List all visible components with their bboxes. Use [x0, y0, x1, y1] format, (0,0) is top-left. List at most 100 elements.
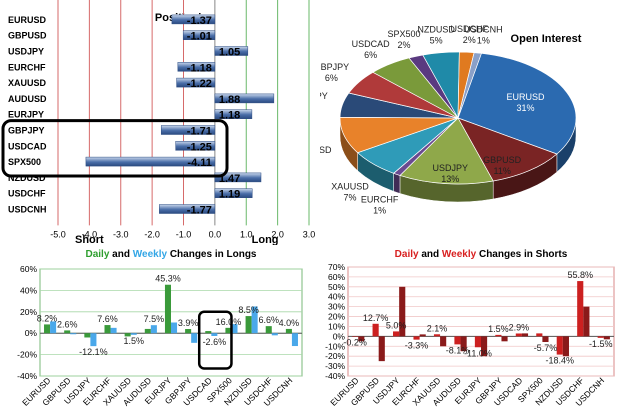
- bar-eurusd: [171, 14, 216, 25]
- y-tick-label: 20%: [20, 307, 37, 317]
- bar-weekly-usdchf: [271, 333, 278, 336]
- pie-label-name-nzdusd: NZDUSD: [417, 24, 455, 34]
- value-label-eurchf: -1.18: [187, 62, 212, 74]
- y-tick-label: 0%: [25, 328, 38, 338]
- y-tick-label: 10%: [328, 321, 345, 331]
- category-label-eurjpy: EURJPY: [8, 110, 44, 120]
- bar-daily-usdcad: [515, 333, 522, 337]
- pie-label-pct-usdcad: 6%: [364, 50, 377, 60]
- bar-usdchf: [214, 188, 253, 198]
- pie-label-name-usdcnh: USDCNH: [464, 25, 503, 35]
- data-label-eurjpy: 45.3%: [155, 274, 181, 284]
- bar-weekly-usdcad: [521, 333, 529, 337]
- category-label-usdcad: USDCAD: [8, 141, 47, 151]
- pie-label-name-gbpjpy: GBPJPY: [320, 62, 349, 72]
- value-label-gbpusd: -1.01: [187, 31, 212, 43]
- data-label-eurusd: -0.2%: [343, 338, 367, 348]
- data-label-usdcad: 2.9%: [509, 322, 530, 332]
- bar-weekly-gbpjpy: [501, 336, 508, 342]
- bar-daily-xauusd: [124, 333, 131, 337]
- bar-eurjpy: [214, 109, 253, 119]
- bar-daily-eurusd: [44, 324, 51, 334]
- x-tick-label: 3.0: [303, 229, 316, 239]
- pie-label-name-usdjpy: USDJPY: [433, 163, 469, 173]
- category-label-usdcnh: USDCNH: [8, 205, 47, 215]
- y-tick-label: 60%: [20, 264, 37, 274]
- bar-daily-eurchf: [413, 336, 420, 340]
- bar-daily-audusd: [144, 328, 151, 334]
- bar-daily-xauusd: [433, 334, 441, 337]
- data-label-usdcad: -2.6%: [203, 337, 227, 347]
- value-label-eurjpy: 1.18: [219, 110, 240, 122]
- bar-daily-usdcad: [205, 331, 212, 334]
- value-label-xauusd: -1.22: [187, 78, 212, 90]
- pie-label-pct-nzdusd: 5%: [430, 35, 443, 45]
- pie-slice-gbpusd: [457, 117, 558, 182]
- y-tick-label: 40%: [20, 285, 37, 295]
- value-label-usdjpy: 1.05: [219, 47, 240, 59]
- data-label-gbpjpy: 1.5%: [488, 324, 509, 334]
- x-tick-label: 2.0: [271, 229, 284, 239]
- pie-label-name-xauusd: XAUUSD: [331, 181, 369, 191]
- category-label-eurchf: EURCHF: [8, 62, 46, 72]
- bar-weekly-usdjpy: [90, 333, 97, 347]
- data-label-eurchf: 7.6%: [97, 314, 118, 324]
- bar-weekly-eurjpy: [481, 336, 488, 357]
- pie-label-pct-gbpusd: 11%: [493, 166, 510, 176]
- category-label-xauusd: XAUUSD: [8, 78, 47, 88]
- pie-label-pct-eurchf: 1%: [373, 206, 386, 216]
- bar-daily-audusd: [454, 336, 461, 345]
- data-label-spx500: 16.0%: [216, 317, 242, 327]
- data-label-gbpusd: 2.6%: [57, 319, 78, 329]
- bar-weekly-audusd: [460, 336, 467, 352]
- bar-daily-nzdusd: [556, 336, 563, 355]
- category-label-nzdusd: NZDUSD: [8, 173, 46, 183]
- chart-title: Open Interest: [511, 33, 582, 45]
- bar-daily-gbpjpy: [185, 329, 192, 334]
- pie-label-pct-usdchf: 2%: [463, 35, 476, 45]
- chart-title: Daily and Weekly Changes in Shorts: [395, 249, 568, 260]
- long-label: Long: [252, 234, 279, 245]
- bar-daily-spx500: [536, 333, 543, 337]
- data-label-gbpusd: 12.7%: [363, 313, 389, 323]
- value-label-spx500: -4.11: [187, 157, 211, 169]
- bar-weekly-eurusd: [50, 321, 57, 334]
- x-tick-label: 0.0: [209, 229, 222, 239]
- bar-weekly-nzdusd: [562, 336, 569, 357]
- category-label-spx500: SPX500: [8, 157, 41, 167]
- bar-daily-usdchf: [577, 281, 584, 337]
- data-label-xauusd: 1.5%: [123, 336, 144, 346]
- pie-label-pct-usdjpy: 13%: [441, 174, 459, 184]
- bar-daily-usdcnh: [285, 328, 292, 334]
- x-tick-label: 1.0: [240, 229, 253, 239]
- data-label-eurusd: 8.2%: [37, 313, 58, 323]
- y-tick-label: 0%: [333, 331, 346, 341]
- bar-gbpjpy: [160, 125, 216, 135]
- data-label-gbpjpy: 3.9%: [178, 318, 199, 328]
- bar-weekly-eurchf: [419, 334, 426, 337]
- bar-daily-gbpusd: [64, 330, 71, 334]
- pie-label-name-usdchf: USDCHF: [450, 24, 488, 34]
- pie-label-name-eurchf: EURCHF: [361, 195, 399, 205]
- x-tick-label: -4.0: [82, 229, 98, 239]
- bar-daily-eurjpy: [474, 336, 481, 348]
- pie-label-pct-gbpjpy: 6%: [325, 73, 338, 83]
- data-label-spx500: -5.7%: [534, 343, 558, 353]
- pie-slice-eurusd: [457, 52, 577, 155]
- longs-changes-chart: Daily and Weekly Changes in Longs -40% -20…: [17, 249, 303, 408]
- data-label-usdchf: 55.8%: [567, 270, 593, 280]
- bar-weekly-gbpusd: [70, 333, 77, 335]
- bar-weekly-spx500: [231, 324, 238, 334]
- value-label-usdcad: -1.25: [187, 141, 212, 153]
- category-label-gbpjpy: GBPJPY: [8, 126, 45, 136]
- y-tick-label: -20%: [325, 351, 345, 361]
- bar-daily-spx500: [225, 327, 232, 334]
- pie-label-pct-spx500: 2%: [398, 40, 411, 50]
- bar-daily-gbpjpy: [495, 334, 502, 337]
- pie-slice-usdjpy: [399, 117, 494, 185]
- pie-label-pct-eurusd: 31%: [516, 103, 534, 113]
- bar-weekly-xauusd: [130, 333, 137, 335]
- data-label-usdchf: 6.6%: [258, 315, 279, 325]
- bar-weekly-spx500: [542, 336, 549, 343]
